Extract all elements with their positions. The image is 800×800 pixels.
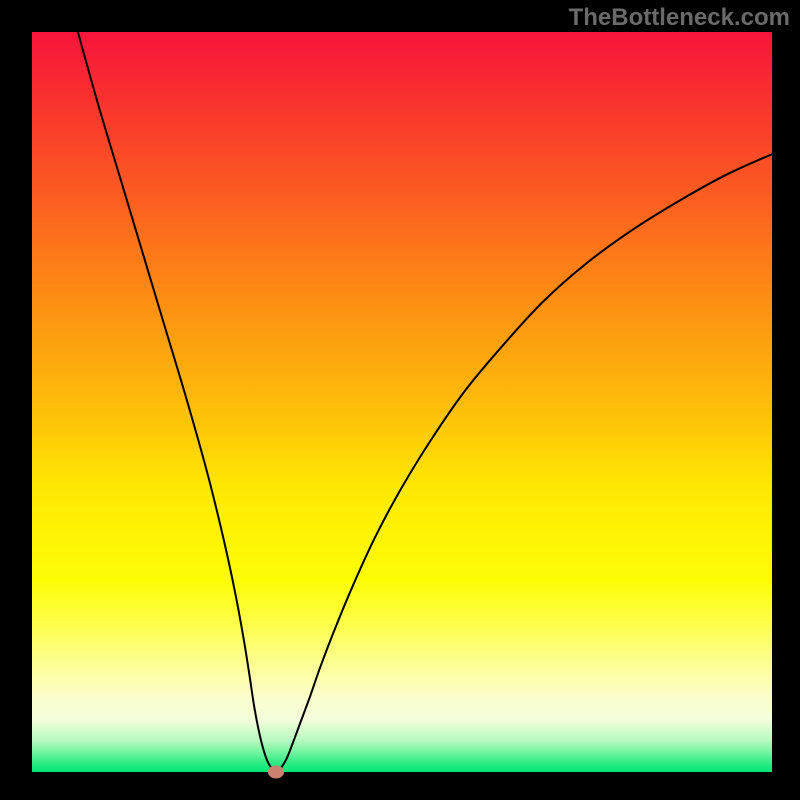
plot-area: [32, 32, 772, 772]
watermark-text: TheBottleneck.com: [569, 4, 790, 32]
curve-layer: [32, 32, 772, 772]
chart-container: TheBottleneck.com: [0, 0, 800, 800]
v-curve-path: [78, 32, 772, 772]
minimum-marker: [268, 766, 284, 779]
